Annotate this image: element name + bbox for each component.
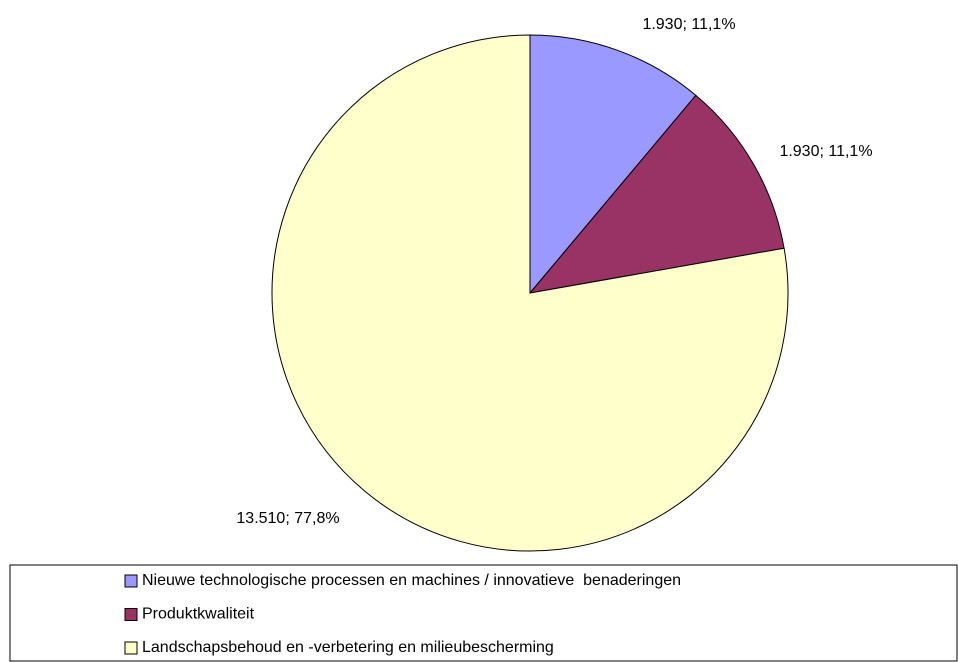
legend-label: Nieuwe technologische processen en machi… <box>142 572 681 589</box>
pie-slice <box>528 94 785 294</box>
legend-swatch <box>124 574 138 588</box>
legend-label: Landschapsbehoud en -verbetering en mili… <box>142 639 554 656</box>
legend-swatch <box>124 608 138 621</box>
data-label: 13.510; 77,8% <box>236 510 339 527</box>
legend-box <box>9 564 958 662</box>
pie-slice <box>271 34 789 552</box>
data-label: 1.930; 11,1% <box>642 16 735 33</box>
pie-slice <box>529 34 697 295</box>
data-label: 1.930; 11,1% <box>779 143 872 160</box>
legend-swatch <box>124 641 138 655</box>
legend-label: Produktkwaliteit <box>142 606 255 623</box>
